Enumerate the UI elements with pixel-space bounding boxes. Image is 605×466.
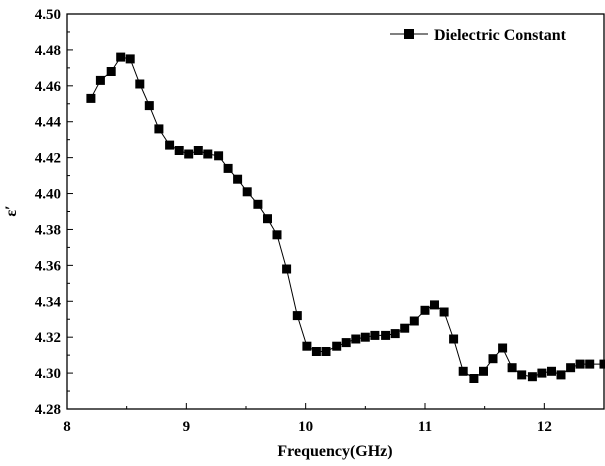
- data-point: [449, 334, 459, 344]
- data-point: [527, 372, 537, 382]
- y-tick-label: 4.38: [35, 222, 61, 238]
- data-point: [458, 366, 468, 376]
- y-axis-title: ε′: [3, 205, 20, 216]
- y-tick-label: 4.32: [35, 330, 61, 346]
- y-tick-label: 4.36: [35, 258, 62, 274]
- data-point: [469, 374, 479, 383]
- y-tick-label: 4.50: [35, 7, 61, 23]
- data-point: [409, 316, 419, 326]
- data-point: [263, 214, 272, 224]
- x-axis-title: Frequency(GHz): [277, 443, 392, 460]
- data-point: [498, 343, 508, 353]
- x-tick-label: 8: [63, 419, 71, 435]
- data-point: [321, 347, 331, 356]
- y-axis-ticks: 4.28 4.30 4.32 4.34 4.36 4.38 4.40 4.42 4.44 4.46…: [35, 7, 73, 418]
- legend-label: Dielectric Constant: [434, 27, 567, 44]
- data-point: [233, 174, 243, 184]
- data-point: [86, 93, 96, 103]
- data-point: [430, 300, 439, 310]
- legend-marker: [404, 29, 414, 39]
- data-point: [488, 354, 498, 364]
- data-point: [517, 370, 527, 380]
- data-point: [370, 330, 380, 340]
- data-point: [144, 101, 154, 111]
- x-tick-label: 12: [537, 419, 552, 435]
- y-tick-label: 4.28: [35, 402, 61, 418]
- y-tick-label: 4.40: [35, 187, 61, 203]
- data-point: [165, 140, 175, 150]
- data-point: [556, 370, 566, 380]
- data-point: [106, 67, 116, 76]
- data-point: [575, 359, 585, 369]
- data-point: [272, 230, 282, 240]
- data-point: [214, 151, 224, 161]
- data-point: [302, 341, 312, 351]
- y-tick-label: 4.34: [35, 294, 62, 310]
- x-tick-label: 9: [183, 419, 191, 435]
- data-point: [95, 75, 105, 85]
- x-tick-label: 10: [298, 419, 313, 435]
- data-point: [135, 79, 145, 89]
- series-layer: [86, 52, 605, 383]
- data-point: [400, 323, 410, 333]
- data-point: [585, 359, 595, 369]
- data-point: [292, 311, 302, 321]
- data-point: [381, 330, 391, 340]
- series-line: [90, 56, 604, 380]
- data-point: [223, 163, 233, 173]
- data-point: [116, 52, 126, 62]
- data-point: [203, 149, 213, 159]
- data-point: [439, 307, 449, 317]
- data-point: [420, 305, 430, 315]
- data-point: [193, 146, 203, 155]
- data-point: [507, 363, 517, 373]
- data-point: [479, 366, 488, 376]
- data-point: [253, 199, 263, 209]
- data-point: [311, 347, 321, 356]
- data-point: [282, 264, 292, 274]
- y-tick-label: 4.46: [35, 79, 62, 95]
- y-tick-label: 4.30: [35, 366, 61, 382]
- y-tick-label: 4.48: [35, 43, 61, 59]
- data-point: [125, 54, 135, 64]
- data-point: [547, 366, 556, 376]
- data-point: [537, 368, 547, 378]
- data-point: [242, 187, 252, 197]
- data-point: [351, 334, 361, 344]
- data-point: [341, 338, 351, 348]
- y-tick-label: 4.44: [35, 115, 62, 131]
- x-axis-ticks: 8 9 10 11 12: [63, 403, 552, 435]
- data-point: [332, 341, 342, 351]
- data-point: [184, 149, 194, 159]
- data-point: [599, 359, 605, 369]
- y-tick-label: 4.42: [35, 151, 61, 167]
- legend: Dielectric Constant: [390, 27, 567, 44]
- data-point: [390, 329, 400, 339]
- x-tick-label: 11: [418, 419, 432, 435]
- data-point: [566, 363, 576, 373]
- data-point: [174, 146, 184, 155]
- data-point: [154, 124, 164, 134]
- data-point: [360, 332, 370, 342]
